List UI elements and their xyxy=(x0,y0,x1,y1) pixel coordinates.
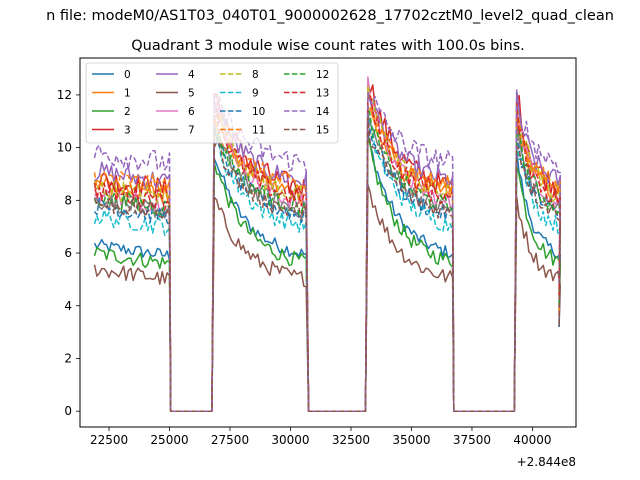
legend-label-12: 12 xyxy=(316,69,329,81)
series-line-12 xyxy=(93,105,562,412)
legend-label-5: 5 xyxy=(188,88,195,100)
legend-label-11: 11 xyxy=(252,125,265,137)
legend-label-3: 3 xyxy=(124,125,131,137)
legend-label-6: 6 xyxy=(188,106,195,118)
y-tick-label: 0 xyxy=(64,404,72,418)
legend-label-15: 15 xyxy=(316,125,329,137)
series-line-1 xyxy=(94,107,562,412)
x-axis: 22500 25000 27500 30000 32500 35000 37500 40000 xyxy=(90,427,552,447)
y-axis: 0 2 4 6 8 10 12 xyxy=(57,88,80,418)
x-tick-label: 30000 xyxy=(271,433,309,447)
x-tick-label: 25000 xyxy=(150,433,188,447)
figure-suptitle: n file: modeM0/AS1T03_040T01_9000002628_… xyxy=(46,8,614,24)
legend-label-10: 10 xyxy=(252,106,265,118)
x-tick-label: 27500 xyxy=(211,433,249,447)
y-tick-label: 10 xyxy=(57,141,72,155)
chart-title: Quadrant 3 module wise count rates with … xyxy=(131,38,525,54)
y-tick-label: 8 xyxy=(64,193,72,207)
legend-label-7: 7 xyxy=(188,125,195,137)
x-tick-label: 35000 xyxy=(392,433,430,447)
y-tick-label: 2 xyxy=(64,351,72,365)
axes-frame xyxy=(79,57,577,428)
legend-label-4: 4 xyxy=(188,69,195,81)
x-tick-label: 32500 xyxy=(332,433,370,447)
series-line-9 xyxy=(93,117,562,412)
x-tick-label: 37500 xyxy=(453,433,491,447)
series-line-10 xyxy=(93,119,562,412)
x-axis-offset-label: +2.844e8 xyxy=(517,455,576,469)
series-line-5 xyxy=(93,184,562,412)
series-line-14 xyxy=(93,89,562,412)
legend-label-8: 8 xyxy=(252,69,259,81)
series-line-11 xyxy=(93,104,562,412)
x-tick-label: 22500 xyxy=(90,433,128,447)
legend-label-13: 13 xyxy=(316,88,329,100)
legend-label-9: 9 xyxy=(252,88,259,100)
legend-box xyxy=(85,62,339,144)
x-tick-label: 40000 xyxy=(513,433,551,447)
series-lines xyxy=(93,76,562,412)
y-tick-label: 6 xyxy=(64,246,72,260)
legend-label-2: 2 xyxy=(124,106,131,118)
legend-label-0: 0 xyxy=(124,69,131,81)
y-tick-label: 12 xyxy=(57,88,72,102)
legend-label-14: 14 xyxy=(316,106,330,118)
series-line-15 xyxy=(93,117,562,412)
legend-label-1: 1 xyxy=(124,88,131,100)
y-tick-label: 4 xyxy=(64,299,72,313)
